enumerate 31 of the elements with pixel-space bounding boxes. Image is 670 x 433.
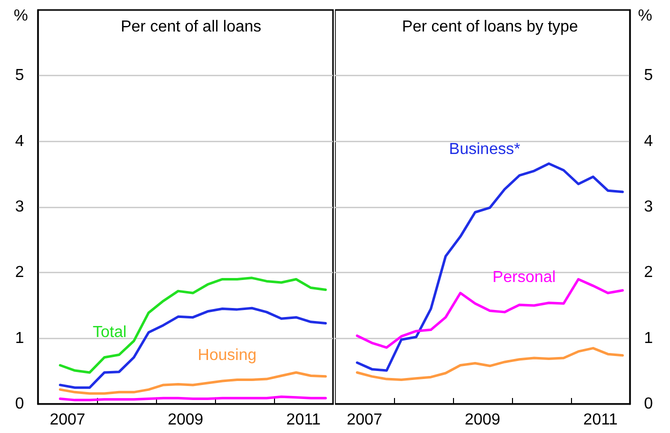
y-tick-label: 2 (15, 264, 24, 282)
line-series (356, 162, 624, 372)
x-tick-label: 2009 (464, 412, 500, 428)
x-tick-label: 2011 (583, 412, 618, 428)
line-series (58, 371, 327, 395)
line-series (58, 276, 327, 374)
series-label: Personal (492, 269, 556, 286)
y-tick-label: 2 (644, 264, 653, 282)
y-tick-label: 1 (15, 330, 24, 347)
series-label: Business* (449, 140, 520, 158)
x-tick-label: 2007 (346, 412, 382, 428)
y-tick-label: 4 (15, 132, 24, 150)
y-tick-label: 1 (644, 330, 653, 347)
y-tick-label: 5 (644, 67, 653, 84)
y-tick-label: 3 (644, 198, 653, 216)
x-tick-label: 2007 (50, 412, 86, 428)
y-tick-label: 3 (15, 198, 24, 216)
y-axis-title: % (14, 8, 28, 24)
text: Per cent of all loans (120, 18, 262, 36)
y-tick-label: 4 (644, 132, 653, 150)
x-tick-label: 2011 (286, 412, 321, 428)
series-label: Total (92, 324, 127, 341)
y-tick-label: 5 (15, 67, 24, 84)
line-series (58, 306, 327, 389)
text: Per cent of loans by type (402, 18, 578, 36)
y-axis-title: % (638, 8, 652, 24)
line-series (356, 346, 624, 381)
series-label: Housing (198, 347, 256, 364)
y-tick-label: 0 (644, 396, 653, 412)
x-tick-label: 2009 (168, 412, 204, 428)
y-tick-label: 0 (15, 396, 24, 412)
